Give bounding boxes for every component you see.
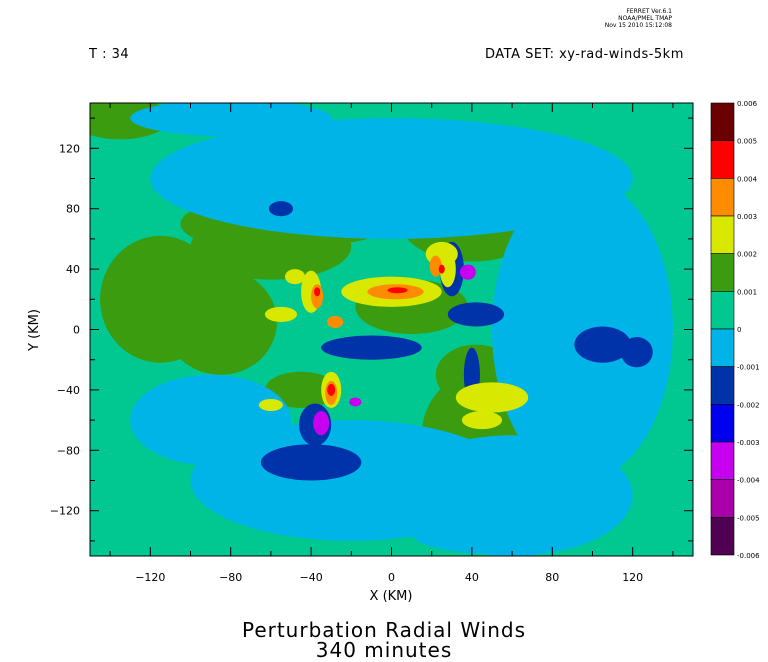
contour-region-17 — [130, 374, 291, 466]
colorbar-swatch — [710, 404, 735, 443]
contour-region-40 — [439, 250, 456, 288]
colorbar-swatch — [710, 178, 735, 217]
contour-region-20 — [260, 444, 362, 481]
contour-region-24 — [447, 302, 505, 327]
x-tick-label: −80 — [219, 571, 242, 584]
contour-region-11 — [264, 371, 338, 409]
x-tick-label: −40 — [299, 571, 322, 584]
ferret-version: FERRET Ver.6.1 — [626, 8, 672, 15]
contour-region-41 — [258, 398, 283, 412]
contour-region-30 — [459, 264, 476, 280]
colorbar-label: -0.003 — [737, 439, 760, 447]
contour-region-34 — [264, 306, 298, 322]
contour-region-21 — [321, 335, 422, 360]
colorbar-label: 0.004 — [737, 175, 758, 183]
contour-region-37 — [455, 382, 529, 413]
x-tick-label: 0 — [388, 571, 395, 584]
contour-region-14 — [492, 178, 673, 481]
y-tick-label: 80 — [66, 203, 80, 216]
colorbar-label: -0.002 — [737, 401, 760, 409]
colorbar-swatch — [710, 366, 735, 405]
dataset-label: DATA SET: xy-rad-winds-5km — [485, 47, 684, 62]
y-axis-label: Y (KM) — [27, 309, 42, 352]
contour-region-47 — [387, 287, 408, 294]
contour-region-50 — [438, 264, 445, 274]
x-tick-label: 120 — [622, 571, 643, 584]
ferret-date: Nov 15 2010 15:12:08 — [604, 22, 672, 29]
colorbar-swatch — [710, 517, 735, 556]
ferret-stamp: FERRET Ver.6.1 NOAA/PMEL TMAP Nov 15 201… — [605, 8, 672, 29]
contour-region-19 — [130, 103, 332, 137]
y-tick-label: −40 — [57, 384, 80, 397]
colorbar-label: 0.002 — [737, 251, 757, 259]
axis-ticks — [90, 103, 693, 556]
colorbar-label: 0.003 — [737, 213, 757, 221]
contour-region-25 — [574, 326, 631, 363]
contour-region-33 — [284, 269, 306, 285]
x-tick-labels: −120 −80 −40 0 40 80 120 — [135, 571, 643, 584]
colorbar-label: -0.001 — [737, 364, 760, 372]
y-tick-labels: −120 −80 −40 0 40 80 120 — [50, 142, 80, 517]
contour-region-45 — [429, 255, 442, 277]
contour-region-27 — [268, 201, 294, 217]
contour-region-26 — [620, 337, 653, 368]
colorbar-label: 0 — [737, 326, 741, 334]
contour-region-42 — [311, 284, 324, 309]
contour-region-48 — [314, 287, 321, 297]
contour-region-49 — [327, 383, 336, 396]
contour-region-29 — [313, 411, 330, 436]
plot-area — [90, 103, 693, 556]
chart-title: Perturbation Radial Winds — [241, 618, 527, 642]
colorbar-label: 0.001 — [737, 288, 757, 296]
colorbar-label: 0.006 — [737, 100, 758, 108]
colorbar: 0.006 0.005 0.004 0.003 0.002 0.001 0 -0.001 -0.… — [710, 100, 760, 560]
colorbar-swatch — [710, 102, 735, 141]
y-tick-label: 40 — [66, 263, 80, 276]
x-axis-label: X (KM) — [370, 589, 413, 604]
colorbar-swatch — [710, 291, 735, 330]
contour-region-1 — [164, 269, 277, 375]
y-tick-label: 0 — [73, 324, 80, 337]
colorbar-label: 0.005 — [737, 138, 757, 146]
colorbar-label: -0.004 — [737, 477, 760, 485]
colorbar-swatch — [710, 215, 735, 254]
x-tick-label: −120 — [135, 571, 165, 584]
colorbar-swatch — [710, 328, 735, 367]
colorbar-swatch — [710, 140, 735, 179]
colorbar-swatch — [710, 479, 735, 518]
y-tick-label: −80 — [57, 444, 80, 457]
x-tick-label: 80 — [545, 571, 559, 584]
ferret-org: NOAA/PMEL TMAP — [618, 15, 672, 22]
x-tick-label: 40 — [465, 571, 479, 584]
contour-region-18 — [411, 512, 593, 555]
time-label: T : 34 — [89, 47, 130, 62]
y-tick-label: −120 — [50, 505, 80, 518]
contour-region-38 — [461, 411, 503, 430]
colorbar-swatch — [710, 441, 735, 480]
contour-region-31 — [349, 397, 362, 407]
chart-subtitle: 340 minutes — [315, 638, 453, 662]
contour-region-43 — [327, 315, 344, 328]
y-tick-label: 120 — [59, 142, 80, 155]
colorbar-label: -0.006 — [737, 552, 760, 560]
colorbar-swatch — [710, 253, 735, 292]
colorbar-label: -0.005 — [737, 514, 760, 522]
